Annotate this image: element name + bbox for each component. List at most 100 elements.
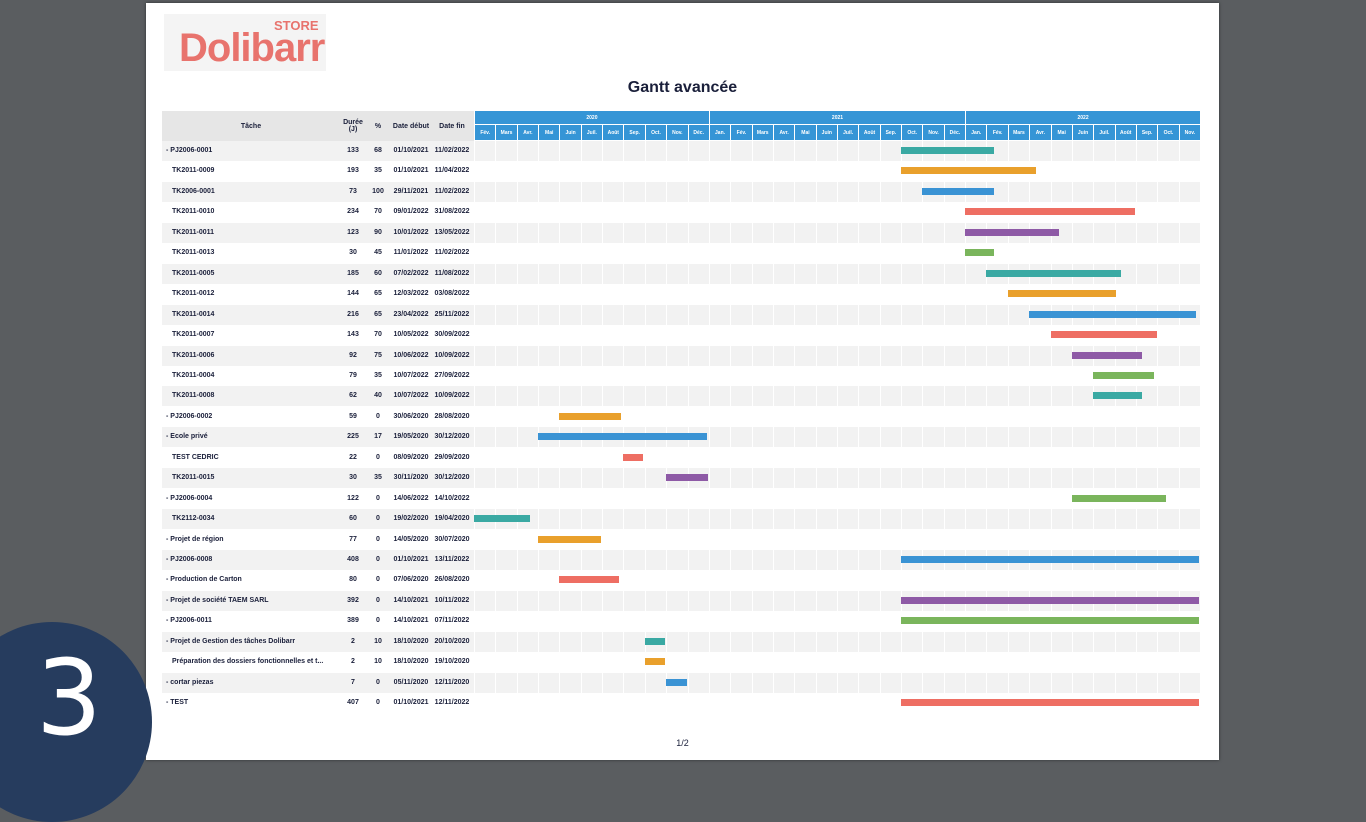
timeline-cell — [922, 365, 944, 386]
gantt-bar[interactable] — [474, 515, 530, 523]
timeline-cell — [708, 222, 731, 243]
timeline-cell — [837, 386, 859, 407]
gantt-bar[interactable] — [644, 658, 665, 666]
timeline-cell — [815, 488, 837, 509]
gantt-bar[interactable] — [965, 208, 1136, 216]
timeline-cell — [965, 468, 987, 489]
gantt-bar[interactable] — [1071, 494, 1167, 502]
table-row: TK2011-0007 143 70 10/05/2022 30/09/2022 — [162, 325, 1200, 346]
timeline-cell — [666, 509, 688, 530]
timeline-cell — [922, 427, 944, 448]
task-percent: 0 — [376, 678, 380, 686]
timeline-cell — [965, 672, 987, 693]
gantt-bar[interactable] — [666, 678, 687, 686]
timeline-cell — [644, 611, 667, 632]
task-name: TK2112-0034 — [172, 515, 215, 523]
gantt-bar[interactable] — [623, 453, 644, 461]
task-start-date: 10/07/2022 — [393, 371, 429, 379]
task-end-date: 03/08/2022 — [434, 290, 470, 298]
gantt-bar[interactable] — [1007, 290, 1116, 298]
timeline-cell — [986, 447, 1008, 468]
timeline-cell — [602, 693, 624, 714]
timeline-cell — [602, 631, 624, 652]
timeline-cell — [1178, 202, 1200, 223]
timeline-cell — [815, 631, 837, 652]
timeline-cell — [1093, 468, 1115, 489]
gantt-bar[interactable] — [1093, 371, 1155, 379]
gantt-bar[interactable] — [901, 596, 1200, 604]
timeline-cell — [986, 345, 1008, 366]
gantt-bar[interactable] — [666, 474, 708, 482]
gantt-bar[interactable] — [922, 187, 995, 195]
gantt-bar[interactable] — [901, 617, 1200, 625]
timeline-cell — [879, 222, 902, 243]
timeline-cell — [1135, 468, 1158, 489]
timeline-cell — [1050, 365, 1072, 386]
timeline-cell — [516, 427, 539, 448]
timeline-cell — [1157, 365, 1179, 386]
task-start-date: 01/10/2021 — [393, 699, 429, 707]
gantt-bar[interactable] — [559, 412, 621, 420]
timeline-cell — [474, 222, 496, 243]
timeline-cell — [1093, 509, 1115, 530]
gantt-bar[interactable] — [644, 637, 665, 645]
timeline-cell — [623, 386, 645, 407]
timeline-cell — [580, 652, 603, 673]
timeline-cell — [538, 488, 560, 509]
task-start-date: 23/04/2022 — [393, 310, 429, 318]
timeline-cell — [1135, 509, 1158, 530]
timeline-cell — [708, 509, 731, 530]
timeline-cell — [623, 406, 645, 427]
gantt-bar[interactable] — [559, 576, 620, 584]
timeline-cell — [1178, 284, 1200, 305]
timeline-cell — [474, 672, 496, 693]
timeline-cell — [1135, 406, 1158, 427]
gantt-bar[interactable] — [965, 228, 1059, 236]
gantt-bar[interactable] — [901, 167, 1037, 175]
timeline-cell — [837, 672, 859, 693]
timeline-cell — [666, 202, 688, 223]
task-end-date: 10/09/2022 — [434, 351, 470, 359]
timeline-cell — [901, 181, 923, 202]
timeline-cell — [666, 550, 688, 570]
timeline-cell — [772, 222, 795, 243]
gantt-bar[interactable] — [986, 269, 1122, 277]
row-info — [162, 181, 474, 202]
timeline-cell — [901, 386, 923, 407]
timeline-cell — [623, 243, 645, 264]
timeline-cell — [965, 345, 987, 366]
timeline-cell — [516, 529, 539, 550]
timeline-cell — [1093, 447, 1115, 468]
timeline-cell — [730, 325, 752, 346]
timeline-cell — [772, 284, 795, 305]
timeline-cell — [901, 672, 923, 693]
task-duration: 92 — [349, 351, 357, 359]
timeline-cell — [1178, 652, 1200, 673]
timeline-cell — [538, 161, 560, 182]
gantt-bar[interactable] — [901, 556, 1200, 563]
timeline-cell — [751, 427, 773, 448]
timeline-cell — [580, 488, 603, 509]
gantt-bar[interactable] — [1029, 310, 1196, 318]
gantt-bar[interactable] — [901, 699, 1200, 707]
gantt-bar[interactable] — [965, 249, 995, 257]
header-end-date: Date fin — [439, 122, 465, 130]
month-header: Avr. — [516, 125, 539, 140]
month-header: Juin — [559, 125, 581, 140]
gantt-bar[interactable] — [1093, 392, 1143, 400]
timeline-cell — [474, 202, 496, 223]
timeline-cell — [858, 406, 880, 427]
timeline-cell — [1007, 631, 1030, 652]
timeline-cell — [1093, 141, 1115, 161]
timeline-cell — [495, 590, 517, 611]
gantt-bar[interactable] — [1050, 331, 1157, 339]
task-start-date: 29/11/2021 — [393, 187, 429, 195]
timeline-cell — [474, 141, 496, 161]
timeline-cell — [1178, 161, 1200, 182]
gantt-bar[interactable] — [901, 147, 995, 154]
gantt-bar[interactable] — [538, 433, 708, 441]
timeline-cell — [559, 141, 581, 161]
task-duration: 216 — [347, 310, 359, 318]
gantt-bar[interactable] — [1071, 351, 1143, 359]
gantt-bar[interactable] — [538, 535, 601, 543]
